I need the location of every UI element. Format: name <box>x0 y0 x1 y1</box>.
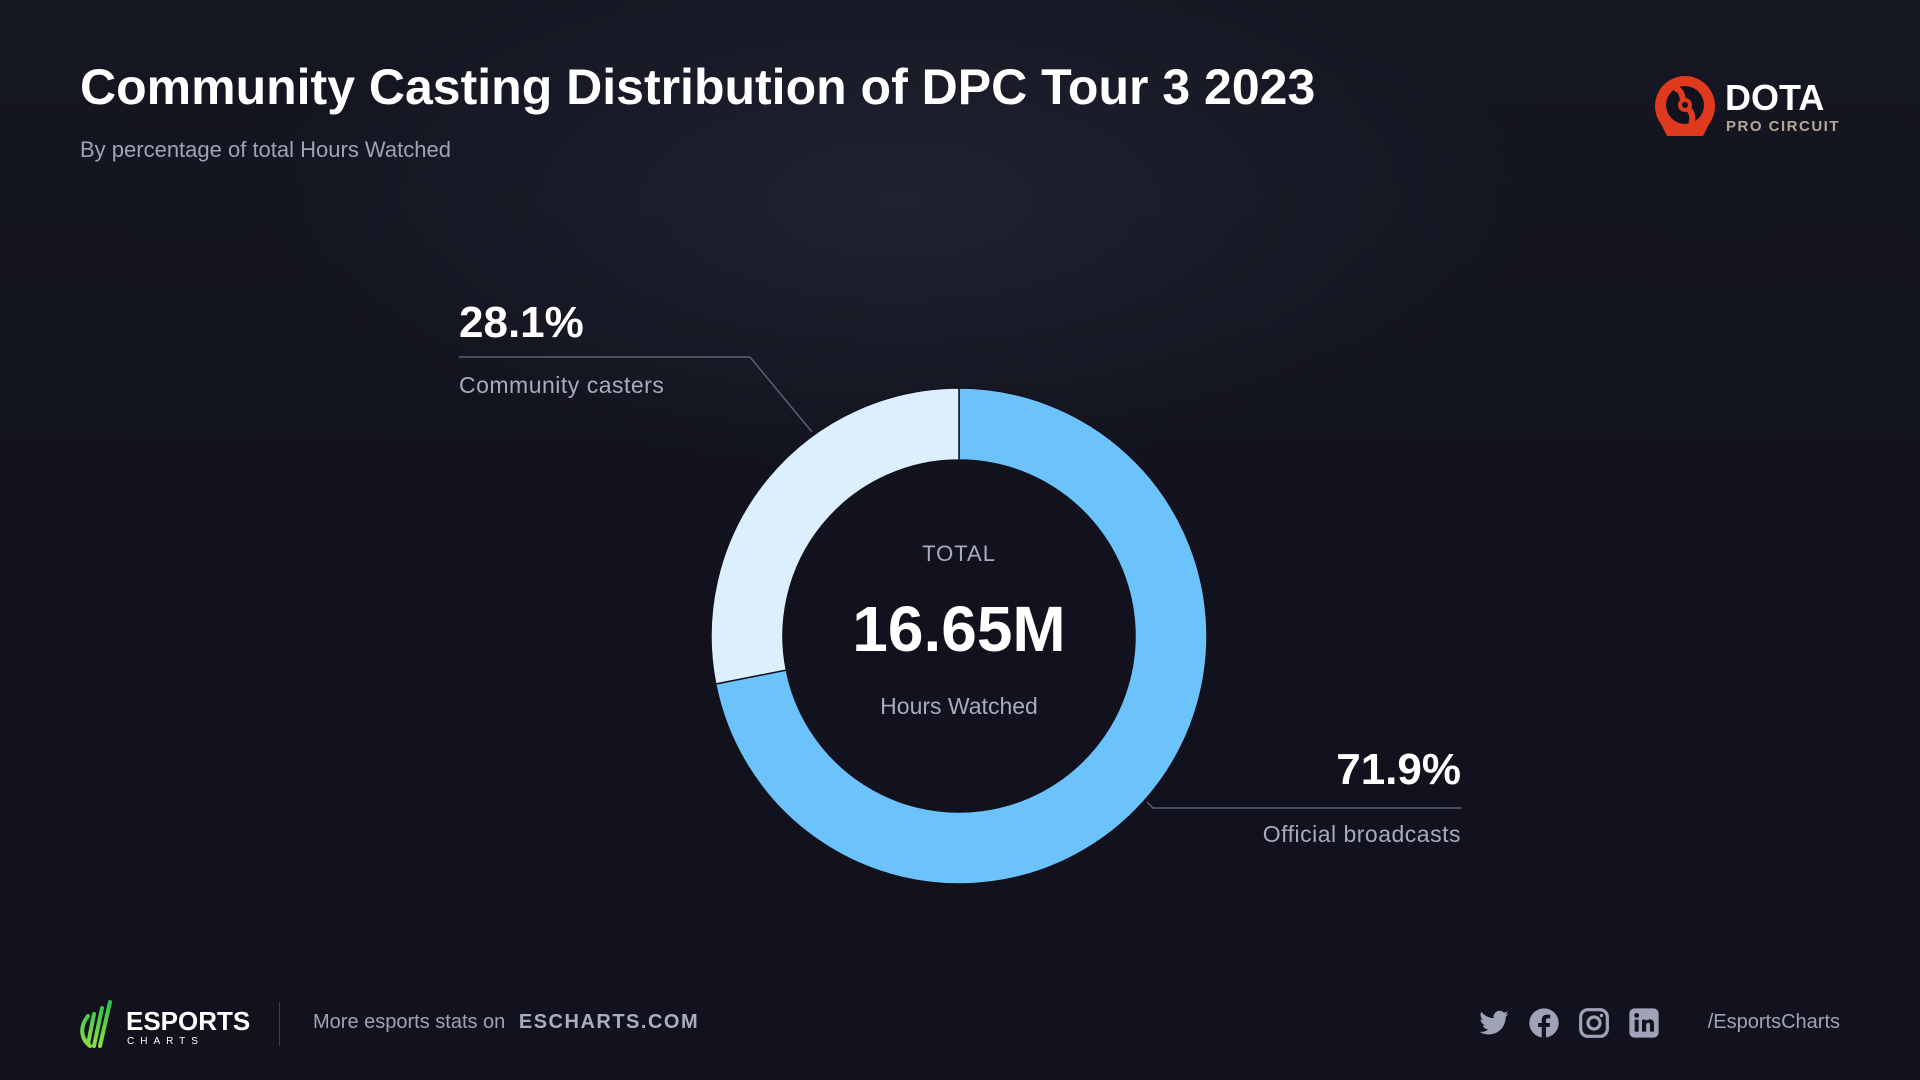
instagram-icon[interactable] <box>1578 1007 1610 1039</box>
donut-slice-community-casters <box>710 387 960 685</box>
svg-text:DOTA: DOTA <box>1725 77 1824 118</box>
linkedin-icon[interactable] <box>1628 1007 1660 1039</box>
data-label-official-pct: 71.9% <box>1336 745 1461 794</box>
page-subtitle: By percentage of total Hours Watched <box>80 137 451 162</box>
leader-line-official <box>1146 801 1461 809</box>
data-label-community-name: Community casters <box>459 372 665 398</box>
social-handle[interactable]: /EsportsCharts <box>1707 1011 1840 1033</box>
dota-logo-icon: DOTA PRO CIRCUIT <box>1655 76 1840 136</box>
svg-text:PRO CIRCUIT: PRO CIRCUIT <box>1726 118 1840 135</box>
esports-charts-logo: ESPORTS CHARTS <box>80 1000 250 1053</box>
esports-charts-logo-icon: ESPORTS CHARTS <box>80 1000 250 1048</box>
leader-line-community <box>459 356 813 433</box>
footer-brand-sub: CHARTS <box>127 1036 204 1047</box>
dota-pro-circuit-logo: DOTA PRO CIRCUIT <box>1653 74 1843 145</box>
footer-brand-main: ESPORTS <box>126 1006 250 1036</box>
donut-slice-official-broadcasts <box>714 387 1208 885</box>
data-label-official-name: Official broadcasts <box>1262 821 1461 847</box>
data-label-community-pct: 28.1% <box>459 298 584 347</box>
footer-more-text: More esports stats on <box>313 1011 506 1033</box>
footer-more-stats: More esports stats on ESCHARTS.COM <box>313 1011 699 1034</box>
twitter-icon[interactable] <box>1478 1007 1510 1039</box>
footer-divider <box>279 1002 280 1046</box>
center-label-top: TOTAL <box>922 541 996 566</box>
footer-site-link[interactable]: ESCHARTS.COM <box>518 1011 700 1033</box>
center-label-bottom: Hours Watched <box>880 693 1038 719</box>
page-title: Community Casting Distribution of DPC To… <box>80 59 1316 115</box>
facebook-icon[interactable] <box>1528 1007 1560 1039</box>
center-total-value: 16.65M <box>852 593 1066 665</box>
